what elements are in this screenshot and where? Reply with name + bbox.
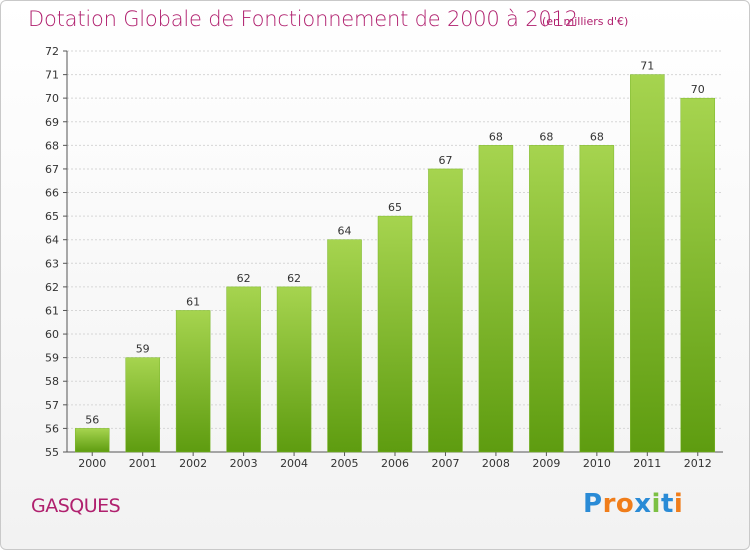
unit-note: (en milliers d'€) — [542, 15, 629, 28]
proxiti-logo[interactable]: Proxiti — [583, 489, 683, 519]
y-tick-label: 61 — [45, 304, 59, 317]
bar-2007[interactable] — [428, 168, 463, 453]
x-tick-label: 2003 — [230, 457, 258, 470]
bar-2000[interactable] — [74, 428, 110, 453]
logo-letter: o — [615, 489, 635, 519]
x-tick-label: 2000 — [78, 457, 106, 470]
logo-letter: x — [634, 489, 652, 519]
bar-2009[interactable] — [529, 145, 564, 453]
x-tick-label: 2008 — [482, 457, 510, 470]
y-tick-label: 64 — [45, 234, 59, 247]
bar-2011[interactable] — [630, 74, 665, 453]
value-label-2005: 64 — [338, 225, 352, 238]
y-tick-label: 70 — [45, 92, 59, 105]
value-label-2004: 62 — [287, 272, 301, 285]
value-label-2009: 68 — [539, 130, 553, 143]
logo-letter: P — [583, 489, 603, 519]
value-label-2011: 71 — [640, 60, 654, 73]
y-tick-label: 69 — [45, 116, 59, 129]
chart-title: Dotation Globale de Fonctionnement de 20… — [28, 7, 578, 31]
bar-2003[interactable] — [226, 286, 261, 453]
bar-2001[interactable] — [125, 357, 160, 453]
commune-name: GASQUES — [31, 495, 121, 517]
value-label-2001: 59 — [136, 343, 150, 356]
y-tick-label: 58 — [45, 375, 59, 388]
x-tick-label: 2005 — [331, 457, 359, 470]
y-tick-label: 62 — [45, 281, 59, 294]
value-label-2003: 62 — [237, 272, 251, 285]
bar-2008[interactable] — [478, 145, 514, 453]
y-tick-label: 67 — [45, 163, 59, 176]
logo-letter: i — [651, 489, 661, 519]
value-label-2008: 68 — [489, 130, 503, 143]
bar-2002[interactable] — [175, 310, 211, 453]
value-label-2007: 67 — [438, 154, 452, 167]
y-tick-label: 57 — [45, 399, 59, 412]
x-tick-label: 2006 — [381, 457, 409, 470]
y-tick-label: 59 — [45, 352, 59, 365]
value-label-2006: 65 — [388, 201, 402, 214]
logo-letter: t — [660, 489, 674, 519]
value-label-2000: 56 — [85, 413, 99, 426]
y-tick-label: 71 — [45, 69, 59, 82]
bar-2005[interactable] — [327, 239, 362, 453]
y-tick-label: 68 — [45, 139, 59, 152]
bar-2006[interactable] — [377, 215, 413, 453]
axes: 55 56 57 58 59 60 61 62 63 64 65 66 67 68 69 70 71 72 2000… — [45, 45, 723, 470]
x-tick-label: 2009 — [532, 457, 560, 470]
value-label-2012: 70 — [691, 83, 705, 96]
y-tick-label: 55 — [45, 446, 59, 459]
bar-2004[interactable] — [276, 286, 312, 453]
x-tick-label: 2010 — [583, 457, 611, 470]
y-tick-label: 65 — [45, 210, 59, 223]
x-tick-label: 2002 — [179, 457, 207, 470]
y-tick-label: 60 — [45, 328, 59, 341]
logo-letter: r — [602, 489, 616, 519]
y-tick-label: 56 — [45, 422, 59, 435]
value-label-2002: 61 — [186, 295, 200, 308]
y-tick-label: 72 — [45, 45, 59, 58]
bars — [74, 74, 716, 453]
y-tick-label: 66 — [45, 187, 59, 200]
bar-2012[interactable] — [680, 97, 716, 453]
y-tick-label: 63 — [45, 257, 59, 270]
bar-2010[interactable] — [579, 145, 615, 453]
logo-letter: i — [673, 489, 684, 519]
x-tick-label: 2001 — [129, 457, 157, 470]
x-tick-label: 2012 — [684, 457, 712, 470]
x-tick-label: 2011 — [633, 457, 661, 470]
x-tick-label: 2007 — [431, 457, 459, 470]
value-labels: 56 59 61 62 62 64 65 67 68 68 68 71 70 — [85, 60, 705, 427]
x-tick-label: 2004 — [280, 457, 308, 470]
value-label-2010: 68 — [590, 130, 604, 143]
